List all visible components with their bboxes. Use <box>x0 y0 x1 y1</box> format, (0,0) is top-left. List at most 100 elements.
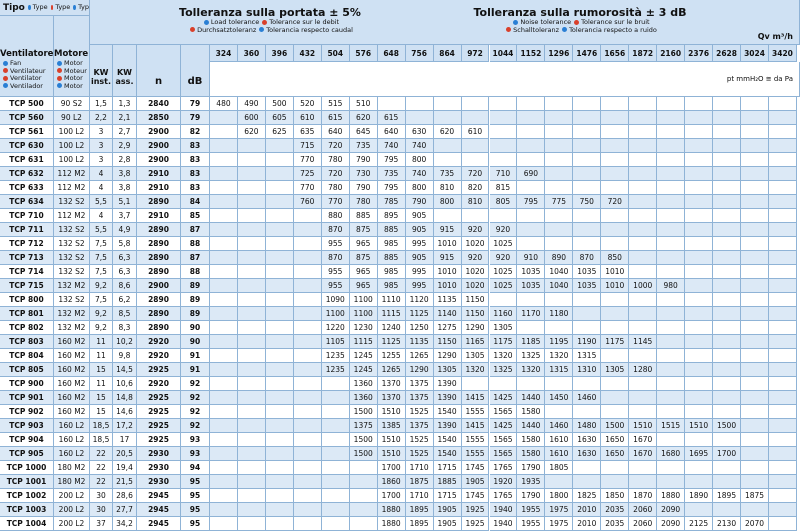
pressure-cell <box>321 433 350 447</box>
spec-cell: 2900 <box>137 125 181 139</box>
pressure-cell: 920 <box>461 223 490 237</box>
spec-cell: 2925 <box>137 433 181 447</box>
pressure-cell <box>685 97 714 111</box>
pressure-cell <box>237 181 266 195</box>
pressure-cell <box>293 349 322 363</box>
pressure-cell: 620 <box>349 111 378 125</box>
pressure-cell <box>293 307 322 321</box>
pressure-cell <box>741 349 769 363</box>
pressure-cell <box>461 377 490 391</box>
pressure-cell: 715 <box>293 139 322 153</box>
pressure-cell <box>265 335 294 349</box>
spec-cell: 2,1 <box>113 111 137 125</box>
pressure-cell: 1580 <box>517 405 546 419</box>
pressure-cell: 780 <box>321 153 350 167</box>
pressure-cell: 1020 <box>461 265 490 279</box>
pressure-cell <box>237 167 266 181</box>
lang-text: Moteur <box>64 66 87 75</box>
spec-cell: 90 L2 <box>54 111 90 125</box>
pressure-cell <box>601 391 630 405</box>
pressure-cell: 2090 <box>657 503 686 517</box>
pressure-cell <box>237 321 266 335</box>
pressure-cell <box>461 97 490 111</box>
pressure-cell <box>293 265 322 279</box>
pressure-cell <box>265 139 294 153</box>
pressure-cell: 1040 <box>545 265 574 279</box>
spec-cell: 2920 <box>137 349 181 363</box>
pressure-cell <box>741 237 769 251</box>
pressure-cell <box>573 111 602 125</box>
spec-cell: 7,5 <box>90 251 113 265</box>
pressure-cell: 640 <box>377 125 406 139</box>
pressure-cell: 1125 <box>377 335 406 349</box>
spec-cell: 14,8 <box>113 391 137 405</box>
pressure-cell <box>573 321 602 335</box>
pressure-cell: 2060 <box>629 503 658 517</box>
pressure-cell <box>629 405 658 419</box>
pressure-cell <box>685 377 714 391</box>
spec-cell: 7,5 <box>90 265 113 279</box>
spec-cell: 15 <box>90 405 113 419</box>
lang-line: Motor <box>54 82 83 91</box>
pressure-cell: 955 <box>321 265 350 279</box>
pressure-cell <box>573 125 602 139</box>
pressure-cell <box>685 153 714 167</box>
pressure-cell <box>713 377 742 391</box>
pressure-cell: 1390 <box>433 391 462 405</box>
pressure-cell <box>545 237 574 251</box>
pressure-cell <box>685 167 714 181</box>
pressure-cell <box>517 181 546 195</box>
pressure-cell <box>321 377 350 391</box>
pressure-cell: 1935 <box>517 475 546 489</box>
pressure-cell <box>657 391 686 405</box>
pressure-cell: 1310 <box>573 363 602 377</box>
pressure-cell: 720 <box>321 139 350 153</box>
spec-cell: 2890 <box>137 307 181 321</box>
pressure-cell <box>489 377 518 391</box>
lang-text: Type <box>32 2 48 11</box>
pressure-cell <box>685 307 714 321</box>
pressure-cell <box>657 349 686 363</box>
model-cell: TCP 633 <box>0 181 54 195</box>
spec-cell: 100 L2 <box>54 139 90 153</box>
spec-cell: 160 M2 <box>54 349 90 363</box>
column-header: dB <box>181 45 210 97</box>
pressure-cell <box>573 139 602 153</box>
pressure-cell <box>433 139 462 153</box>
pressure-cell <box>769 405 797 419</box>
spec-cell: 132 M2 <box>54 279 90 293</box>
dot <box>57 75 62 81</box>
lang-line: Moteur <box>54 66 87 76</box>
spec-cell: 18,5 <box>90 419 113 433</box>
column-label: KW inst. <box>90 68 112 86</box>
pressure-cell <box>629 97 658 111</box>
model-cell: TCP 500 <box>0 97 54 111</box>
spec-cell: 22 <box>90 475 113 489</box>
pressure-cell: 1700 <box>377 489 406 503</box>
pressure-cell <box>657 251 686 265</box>
pressure-cell: 805 <box>489 195 518 209</box>
pressure-cell <box>433 111 462 125</box>
pressure-cell <box>685 349 714 363</box>
pressure-cell: 1425 <box>489 419 518 433</box>
pressure-cell: 1510 <box>629 419 658 433</box>
pressure-cell <box>265 517 294 531</box>
pressure-cell: 1190 <box>573 335 602 349</box>
pressure-cell <box>545 153 574 167</box>
pressure-cell: 1745 <box>461 489 490 503</box>
pressure-cell <box>265 265 294 279</box>
pressure-cell: 1140 <box>433 307 462 321</box>
pressure-cell <box>321 419 350 433</box>
pressure-cell: 1695 <box>685 447 714 461</box>
pressure-cell <box>601 181 630 195</box>
pressure-cell <box>713 167 742 181</box>
spec-cell: 160 L2 <box>54 419 90 433</box>
spec-cell: 11 <box>90 335 113 349</box>
pressure-cell <box>293 517 322 531</box>
pressure-cell: 1255 <box>377 349 406 363</box>
pressure-cell: 1025 <box>489 279 518 293</box>
pressure-cell <box>210 251 238 265</box>
pressure-cell: 920 <box>461 251 490 265</box>
spec-cell: 9,2 <box>90 279 113 293</box>
pressure-cell <box>210 125 238 139</box>
